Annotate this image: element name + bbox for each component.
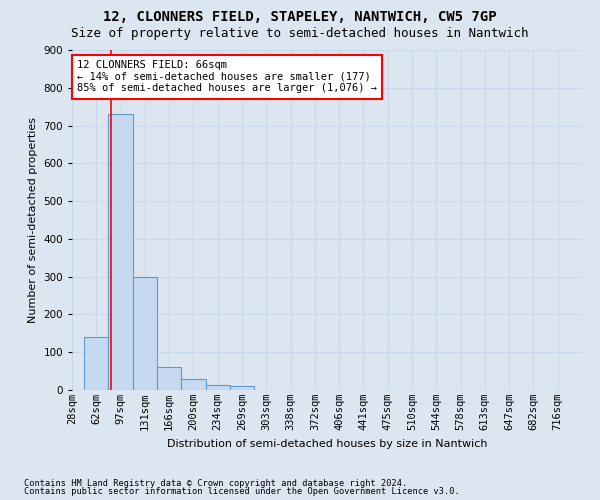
Bar: [109, 114, 133, 390]
Text: Contains HM Land Registry data © Crown copyright and database right 2024.: Contains HM Land Registry data © Crown c…: [24, 478, 407, 488]
Bar: [181, 380, 206, 390]
Text: 12, CLONNERS FIELD, STAPELEY, NANTWICH, CW5 7GP: 12, CLONNERS FIELD, STAPELEY, NANTWICH, …: [103, 10, 497, 24]
Bar: [84, 337, 109, 390]
X-axis label: Distribution of semi-detached houses by size in Nantwich: Distribution of semi-detached houses by …: [167, 438, 487, 448]
Bar: [157, 368, 181, 390]
Bar: [230, 386, 254, 390]
Y-axis label: Number of semi-detached properties: Number of semi-detached properties: [28, 117, 38, 323]
Text: Size of property relative to semi-detached houses in Nantwich: Size of property relative to semi-detach…: [71, 28, 529, 40]
Text: 12 CLONNERS FIELD: 66sqm
← 14% of semi-detached houses are smaller (177)
85% of : 12 CLONNERS FIELD: 66sqm ← 14% of semi-d…: [77, 60, 377, 94]
Text: Contains public sector information licensed under the Open Government Licence v3: Contains public sector information licen…: [24, 487, 460, 496]
Bar: [133, 276, 157, 390]
Bar: [206, 385, 230, 390]
